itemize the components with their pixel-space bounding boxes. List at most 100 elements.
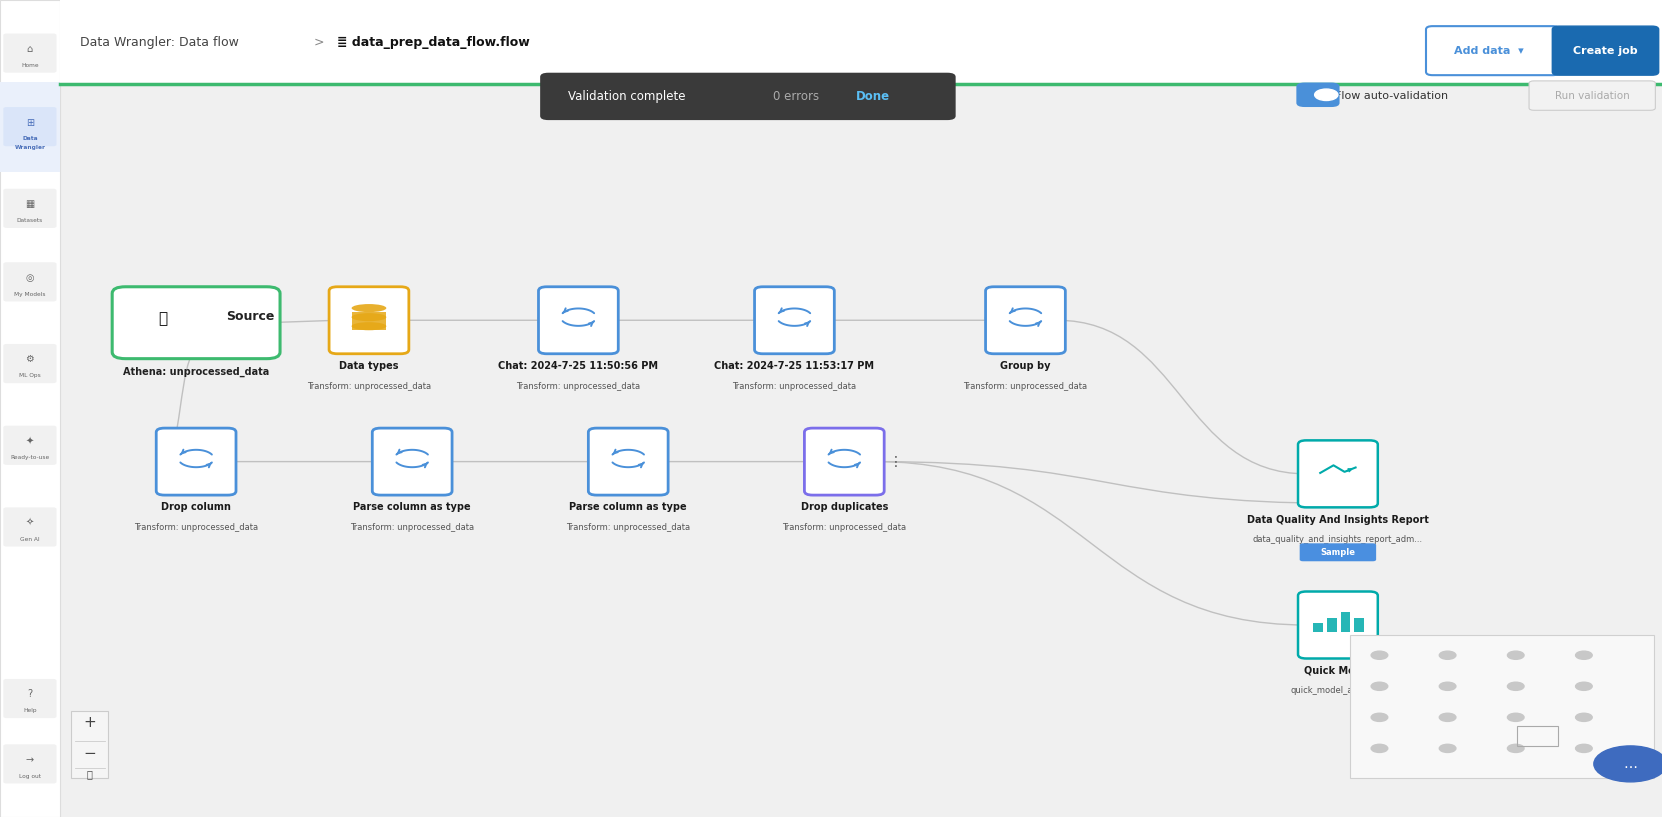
Text: Group by: Group by	[1001, 361, 1050, 371]
Text: Parse column as type: Parse column as type	[570, 502, 686, 512]
Text: Data Quality And Insights Report: Data Quality And Insights Report	[1246, 515, 1429, 525]
Circle shape	[1594, 746, 1662, 782]
Text: Flow auto-validation: Flow auto-validation	[1335, 92, 1448, 101]
Text: ML Ops: ML Ops	[18, 373, 42, 378]
Text: My Models: My Models	[15, 292, 45, 297]
FancyBboxPatch shape	[156, 428, 236, 495]
Text: ▦: ▦	[25, 199, 35, 209]
Text: Transform: unprocessed_data: Transform: unprocessed_data	[307, 382, 430, 391]
Text: Create job: Create job	[1574, 46, 1637, 56]
Circle shape	[1371, 682, 1388, 690]
Text: ≣ data_prep_data_flow.flow: ≣ data_prep_data_flow.flow	[337, 36, 530, 49]
Text: Drop column: Drop column	[161, 502, 231, 512]
Text: quick_model_admitted: quick_model_admitted	[1290, 686, 1386, 695]
Circle shape	[1576, 651, 1592, 659]
Text: Run validation: Run validation	[1556, 91, 1629, 100]
FancyBboxPatch shape	[1529, 81, 1655, 110]
Circle shape	[1371, 713, 1388, 721]
FancyBboxPatch shape	[372, 428, 452, 495]
Text: Add data  ▾: Add data ▾	[1454, 46, 1524, 56]
FancyBboxPatch shape	[111, 287, 279, 359]
FancyBboxPatch shape	[71, 711, 108, 778]
FancyBboxPatch shape	[3, 426, 57, 465]
Text: >: >	[314, 36, 324, 49]
Text: ⊞: ⊞	[27, 118, 33, 127]
FancyBboxPatch shape	[3, 262, 57, 301]
Circle shape	[1507, 682, 1524, 690]
Text: Chat: 2024-7-25 11:50:56 PM: Chat: 2024-7-25 11:50:56 PM	[499, 361, 658, 371]
Circle shape	[1439, 744, 1456, 752]
Text: +: +	[83, 716, 96, 730]
FancyBboxPatch shape	[352, 312, 386, 321]
Text: →: →	[27, 755, 33, 765]
Text: ◎: ◎	[25, 273, 35, 283]
Circle shape	[1576, 682, 1592, 690]
FancyBboxPatch shape	[1426, 26, 1559, 75]
FancyBboxPatch shape	[1552, 26, 1659, 75]
Text: ⚙: ⚙	[25, 355, 35, 364]
Text: Gen AI: Gen AI	[20, 537, 40, 542]
FancyBboxPatch shape	[0, 82, 60, 172]
Text: −: −	[83, 746, 96, 761]
Text: Transform: unprocessed_data: Transform: unprocessed_data	[517, 382, 640, 391]
Circle shape	[1315, 89, 1338, 100]
FancyBboxPatch shape	[1313, 623, 1323, 632]
Text: …: …	[1624, 757, 1637, 771]
Text: Parse column as type: Parse column as type	[354, 502, 470, 512]
FancyBboxPatch shape	[1298, 592, 1378, 659]
FancyBboxPatch shape	[1296, 83, 1340, 107]
FancyBboxPatch shape	[3, 679, 57, 718]
Circle shape	[1371, 744, 1388, 752]
FancyBboxPatch shape	[329, 287, 409, 354]
Text: Quick Model: Quick Model	[1305, 666, 1371, 676]
FancyBboxPatch shape	[1328, 618, 1336, 632]
Text: ✦: ✦	[27, 436, 33, 446]
Text: Transform: unprocessed_data: Transform: unprocessed_data	[964, 382, 1087, 391]
Circle shape	[1507, 713, 1524, 721]
FancyBboxPatch shape	[3, 344, 57, 383]
Circle shape	[1371, 651, 1388, 659]
FancyBboxPatch shape	[3, 744, 57, 784]
Text: Help: Help	[23, 708, 37, 713]
Text: Sample: Sample	[1320, 547, 1356, 557]
Text: Source: Source	[226, 310, 274, 323]
Text: data_quality_and_insights_report_adm...: data_quality_and_insights_report_adm...	[1253, 535, 1423, 544]
Text: Validation complete: Validation complete	[568, 90, 686, 103]
Text: Home: Home	[22, 63, 38, 68]
Text: Wrangler: Wrangler	[15, 145, 45, 150]
Ellipse shape	[352, 322, 386, 330]
Text: ⋮: ⋮	[889, 454, 902, 469]
FancyBboxPatch shape	[538, 287, 618, 354]
Text: ?: ?	[27, 690, 33, 699]
FancyBboxPatch shape	[1298, 440, 1378, 507]
Text: Transform: unprocessed_data: Transform: unprocessed_data	[783, 523, 906, 532]
Text: Chat: 2024-7-25 11:53:17 PM: Chat: 2024-7-25 11:53:17 PM	[715, 361, 874, 371]
Circle shape	[1576, 744, 1592, 752]
Text: ⤢: ⤢	[86, 769, 93, 779]
FancyBboxPatch shape	[804, 428, 884, 495]
Text: Transform: unprocessed_data: Transform: unprocessed_data	[351, 523, 474, 532]
Text: Data Wrangler: Data flow: Data Wrangler: Data flow	[80, 36, 239, 49]
Text: Transform: unprocessed_data: Transform: unprocessed_data	[567, 523, 690, 532]
Text: Athena: unprocessed_data: Athena: unprocessed_data	[123, 367, 269, 377]
FancyBboxPatch shape	[3, 189, 57, 228]
Text: Datasets: Datasets	[17, 218, 43, 223]
Circle shape	[1576, 713, 1592, 721]
Text: 0 errors: 0 errors	[773, 90, 819, 103]
FancyBboxPatch shape	[3, 107, 57, 146]
Circle shape	[1507, 651, 1524, 659]
FancyBboxPatch shape	[1341, 612, 1351, 632]
Circle shape	[1439, 713, 1456, 721]
FancyBboxPatch shape	[352, 321, 386, 330]
FancyBboxPatch shape	[1300, 543, 1376, 561]
Circle shape	[1439, 651, 1456, 659]
Text: Data: Data	[22, 136, 38, 141]
FancyBboxPatch shape	[1355, 618, 1365, 632]
Text: 🔥: 🔥	[158, 311, 168, 326]
FancyBboxPatch shape	[3, 507, 57, 547]
FancyBboxPatch shape	[540, 73, 956, 120]
FancyBboxPatch shape	[1350, 635, 1654, 778]
Text: Ready-to-use: Ready-to-use	[10, 455, 50, 460]
FancyBboxPatch shape	[60, 0, 1662, 84]
FancyBboxPatch shape	[755, 287, 834, 354]
